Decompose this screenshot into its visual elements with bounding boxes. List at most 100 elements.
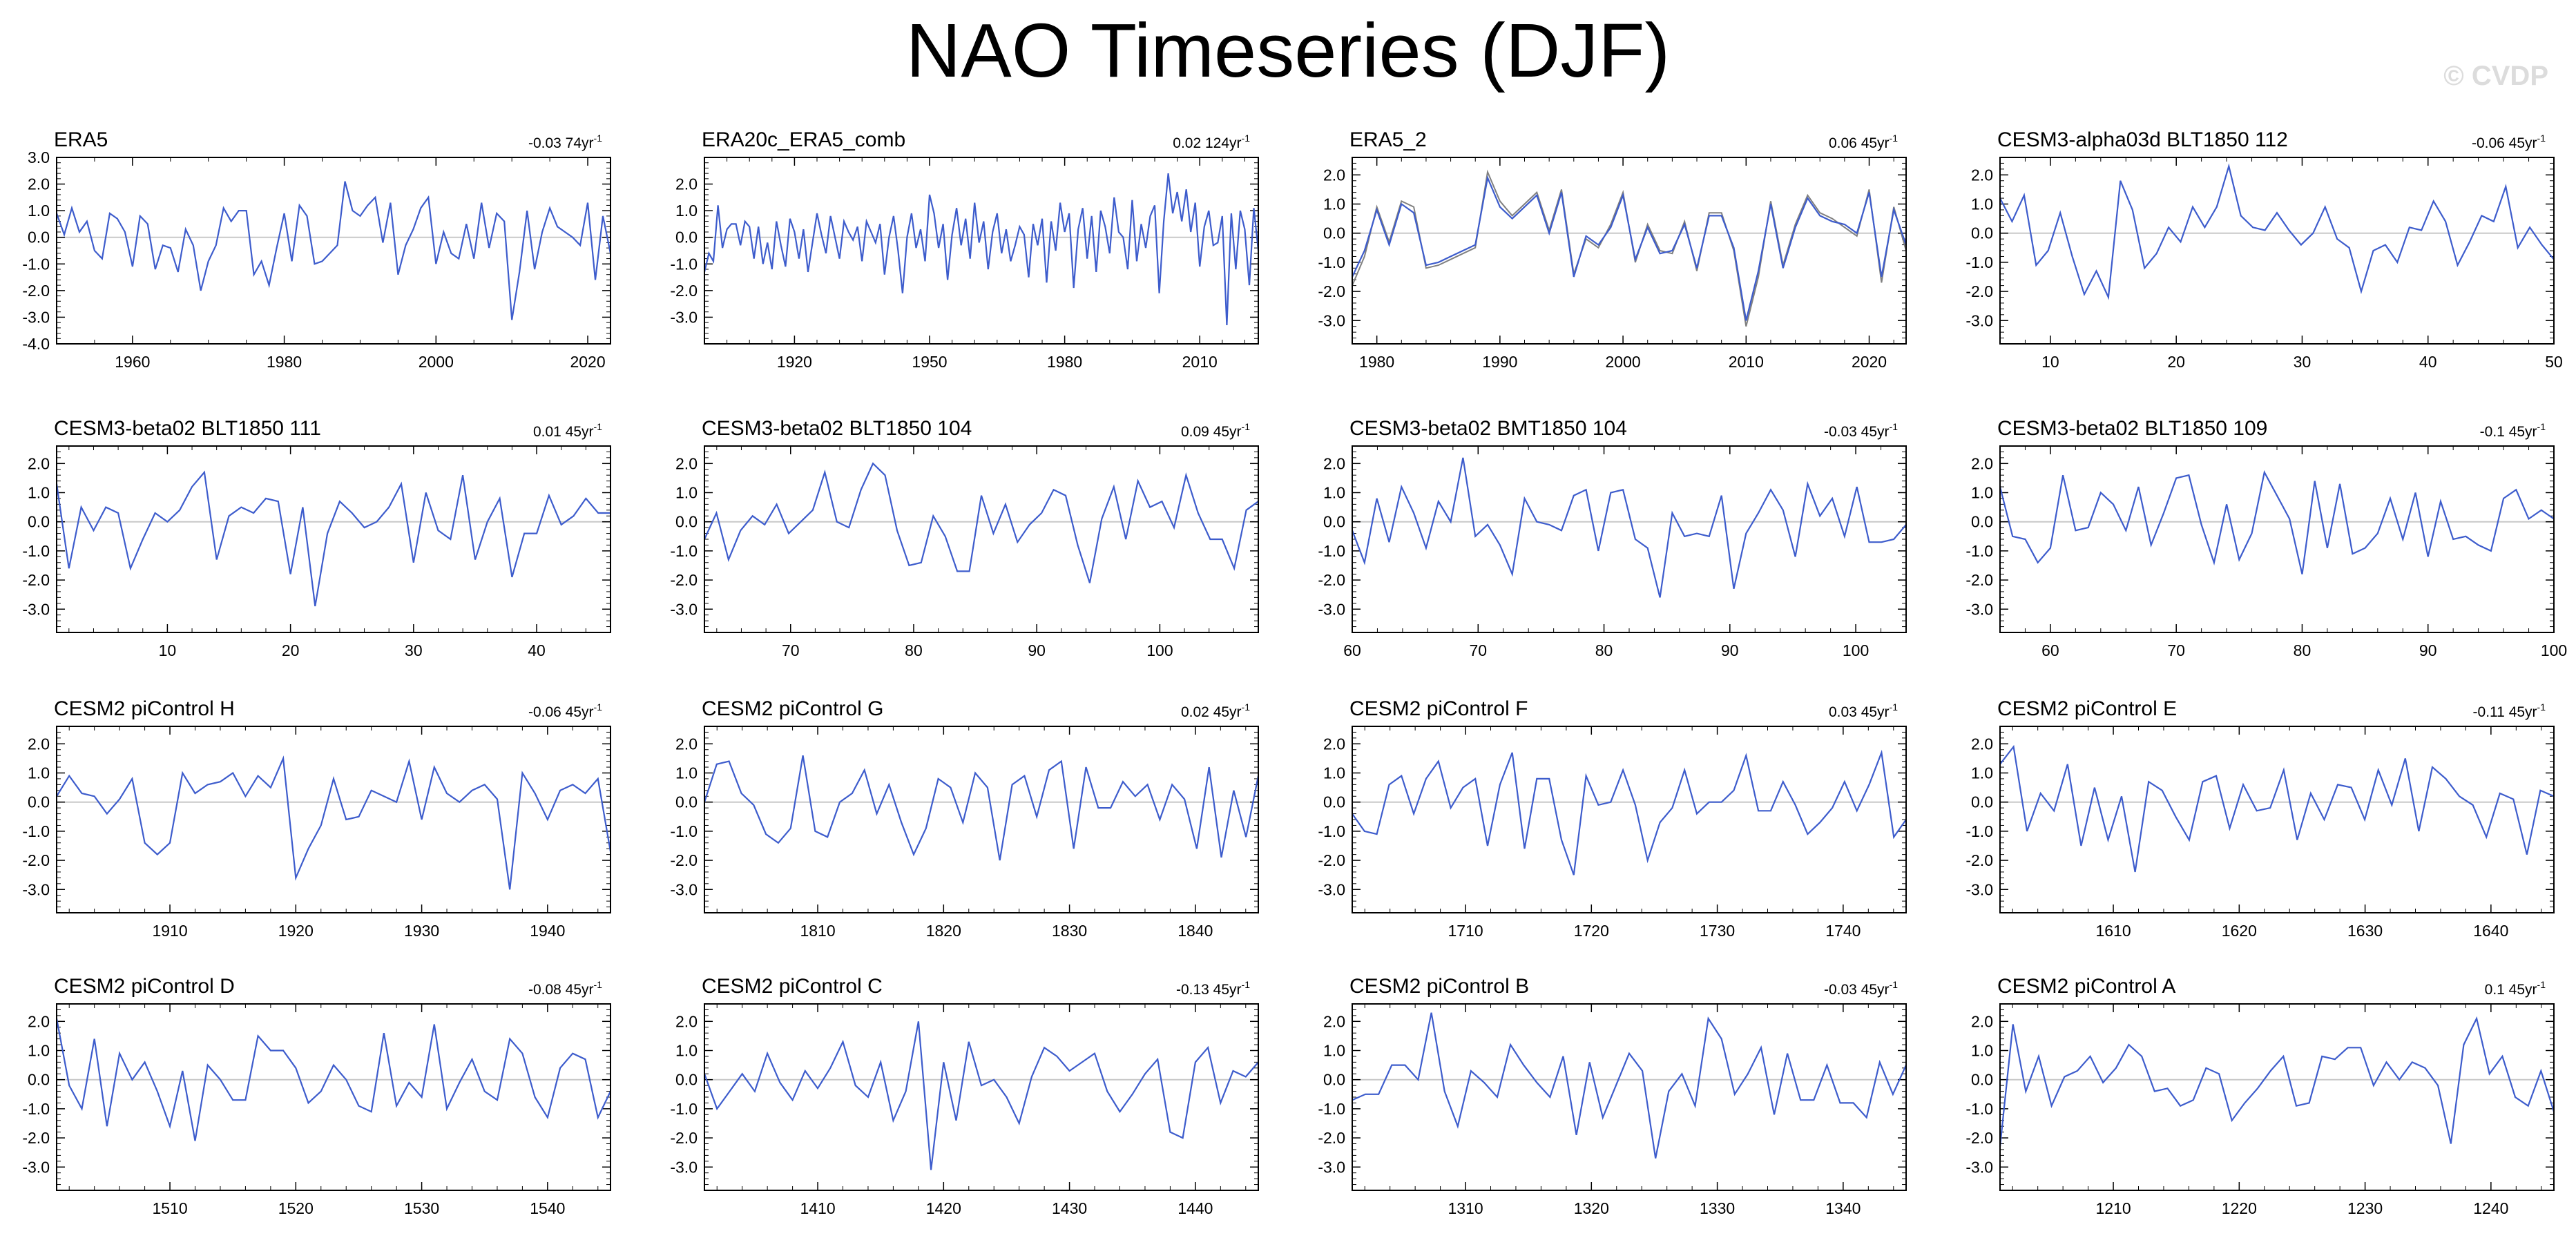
y-tick-label: -3.0 xyxy=(1965,311,1993,329)
trend-label: -0.08 45yr-1 xyxy=(528,979,602,998)
trend-label: -0.1 45yr-1 xyxy=(2480,421,2546,440)
x-tick-label: 1640 xyxy=(2473,922,2508,940)
y-tick-label: 0.0 xyxy=(1971,224,1993,242)
series-line xyxy=(55,470,611,607)
y-tick-label: 1.0 xyxy=(1323,195,1345,213)
trend-superscript: -1 xyxy=(2537,133,2546,144)
x-tick-label: 1960 xyxy=(115,353,150,371)
x-tick-label: 1710 xyxy=(1448,922,1483,940)
x-tick-label: 1930 xyxy=(404,922,439,940)
panel-title: CESM3-beta02 BLT1850 104 xyxy=(702,417,972,440)
x-tick-label: 1330 xyxy=(1700,1199,1735,1217)
x-tick-label: 40 xyxy=(528,641,546,659)
y-tick-label: -2.0 xyxy=(22,1129,50,1147)
x-tick-label: 1320 xyxy=(1574,1199,1609,1217)
x-tick-label: 1410 xyxy=(800,1199,835,1217)
panel-14: 2.0 1.0 0.0 -1.0 -2.0 -3.0 1310 1320 1330 1340 CES… xyxy=(1318,975,1907,1217)
x-tick-label: 1430 xyxy=(1052,1199,1087,1217)
y-tick-label: -3.0 xyxy=(22,880,50,898)
x-tick-label: 1510 xyxy=(152,1199,187,1217)
y-tick-label: 0.0 xyxy=(28,229,50,246)
y-tick-label: 1.0 xyxy=(1971,484,1993,502)
panel-title: CESM2 piControl D xyxy=(54,975,235,998)
y-tick-label: 0.0 xyxy=(675,793,698,811)
y-tick-label: 0.0 xyxy=(1323,224,1345,242)
trend-superscript: -1 xyxy=(594,421,603,432)
series-line xyxy=(1999,470,2555,574)
y-tick-label: -1.0 xyxy=(22,542,50,560)
y-tick-label: -1.0 xyxy=(670,822,698,840)
trend-label: -0.06 45yr-1 xyxy=(528,701,602,720)
panel-frame xyxy=(1352,726,1907,913)
x-tick-label: 10 xyxy=(159,641,177,659)
y-tick-label: 2.0 xyxy=(28,1012,50,1030)
y-tick-label: -1.0 xyxy=(1318,542,1345,560)
y-tick-label: 0.0 xyxy=(1971,793,1993,811)
y-tick-label: -3.0 xyxy=(22,308,50,326)
y-tick-label: 0.0 xyxy=(675,229,698,246)
trend-label: 0.03 45yr-1 xyxy=(1829,701,1898,720)
trend-label: -0.11 45yr-1 xyxy=(2473,701,2546,720)
panel-title: CESM2 piControl G xyxy=(702,697,883,720)
main-title: NAO Timeseries (DJF) xyxy=(905,8,1671,93)
x-tick-label: 1950 xyxy=(912,353,947,371)
x-tick-label: 1540 xyxy=(530,1199,565,1217)
x-tick-label: 1340 xyxy=(1825,1199,1861,1217)
y-tick-label: -3.0 xyxy=(670,880,698,898)
y-tick-label: -2.0 xyxy=(1318,571,1345,589)
x-tick-label: 1990 xyxy=(1482,353,1517,371)
y-tick-label: 1.0 xyxy=(1323,764,1345,782)
trend-superscript: -1 xyxy=(2537,701,2546,713)
series-line xyxy=(703,173,1260,326)
trend-superscript: -1 xyxy=(594,979,603,990)
y-tick-label: -3.0 xyxy=(670,308,698,326)
y-tick-label: 2.0 xyxy=(28,735,50,753)
x-tick-label: 30 xyxy=(405,641,423,659)
x-tick-label: 1740 xyxy=(1825,922,1861,940)
y-tick-label: 2.0 xyxy=(675,454,698,472)
panel-4: 2.0 1.0 0.0 -1.0 -2.0 -3.0 10 20 30 40 CESM3-beta0… xyxy=(22,417,611,659)
y-tick-label: 2.0 xyxy=(1323,1012,1345,1030)
x-tick-label: 90 xyxy=(1028,641,1046,659)
panel-title: CESM2 piControl B xyxy=(1349,975,1529,998)
watermark: © CVDP xyxy=(2443,61,2548,91)
trend-superscript: -1 xyxy=(594,133,603,144)
y-tick-label: -3.0 xyxy=(1318,1158,1345,1176)
panel-11: 2.0 1.0 0.0 -1.0 -2.0 -3.0 1610 1620 1630 1640 CES… xyxy=(1965,697,2555,940)
x-tick-label: 2010 xyxy=(1182,353,1218,371)
y-tick-label: 2.0 xyxy=(1971,454,1993,472)
y-tick-label: -2.0 xyxy=(1965,851,1993,869)
trend-superscript: -1 xyxy=(1242,701,1251,713)
x-tick-label: 80 xyxy=(2294,641,2311,659)
y-tick-label: -2.0 xyxy=(1318,851,1345,869)
trend-label: -0.13 45yr-1 xyxy=(1176,979,1250,998)
y-tick-label: -2.0 xyxy=(1965,571,1993,589)
y-tick-label: -1.0 xyxy=(22,255,50,273)
y-tick-label: -1.0 xyxy=(670,1100,698,1118)
trend-label: -0.03 74yr-1 xyxy=(528,133,602,151)
y-tick-label: 0.0 xyxy=(1971,1071,1993,1089)
x-tick-label: 1720 xyxy=(1574,922,1609,940)
panel-frame xyxy=(1352,445,1907,633)
panel-frame xyxy=(704,1003,1259,1191)
y-tick-label: -1.0 xyxy=(1318,1100,1345,1118)
y-tick-label: -3.0 xyxy=(1965,600,1993,618)
trend-superscript: -1 xyxy=(1890,421,1899,432)
panel-10: 2.0 1.0 0.0 -1.0 -2.0 -3.0 1710 1720 1730 1740 CES… xyxy=(1318,697,1907,940)
trend-label: -0.03 45yr-1 xyxy=(1824,421,1898,440)
x-tick-label: 20 xyxy=(2167,353,2185,371)
y-tick-label: 2.0 xyxy=(1971,166,1993,184)
y-tick-label: 0.0 xyxy=(1971,513,1993,531)
x-tick-label: 1220 xyxy=(2222,1199,2257,1217)
x-tick-label: 2020 xyxy=(570,353,605,371)
trend-label: 0.06 45yr-1 xyxy=(1829,133,1898,151)
x-tick-label: 1940 xyxy=(530,922,565,940)
panel-frame xyxy=(1352,1003,1907,1191)
panel-title: CESM2 piControl F xyxy=(1349,697,1528,720)
y-tick-label: 2.0 xyxy=(675,1012,698,1030)
trend-superscript: -1 xyxy=(1242,979,1251,990)
y-tick-label: 0.0 xyxy=(28,793,50,811)
y-tick-label: 0.0 xyxy=(1323,513,1345,531)
panel-frame xyxy=(1999,445,2555,633)
x-tick-label: 90 xyxy=(2419,641,2437,659)
